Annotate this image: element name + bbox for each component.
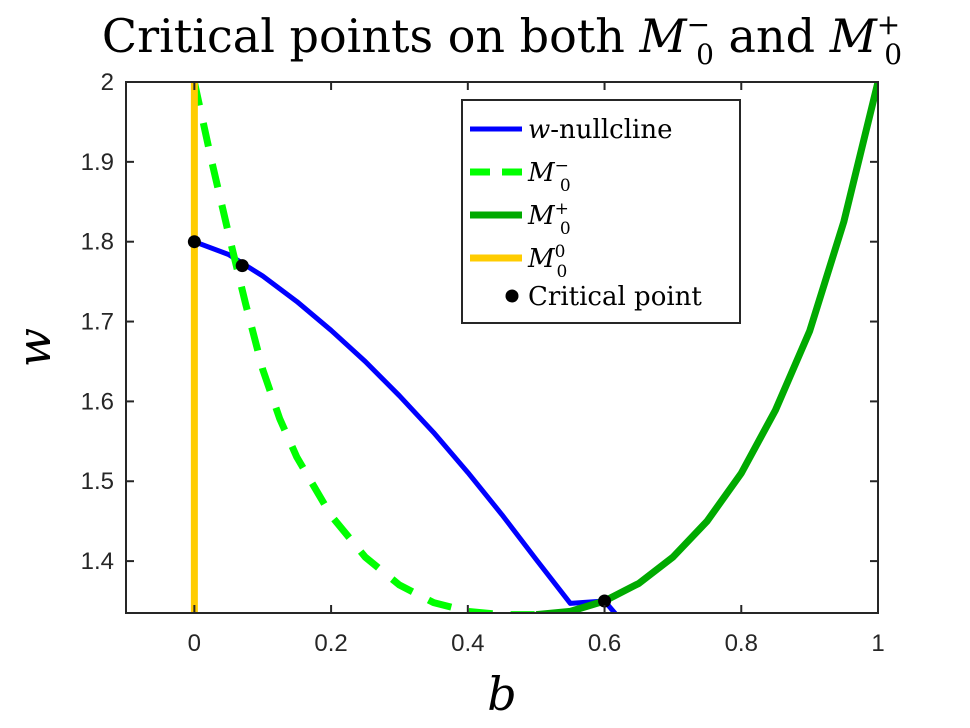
x-tick-label: 0.6 (588, 630, 621, 657)
axes-box (125, 81, 879, 614)
x-tick-label: 0.4 (451, 630, 484, 657)
plot-area (187, 82, 878, 613)
x-axis-label: b (487, 667, 516, 721)
legend-swatch-critical-point (505, 289, 519, 303)
y-tick-label: 1.6 (81, 388, 114, 415)
series-line-M0- (190, 82, 537, 613)
critical-point (235, 259, 249, 273)
x-tick-label: 0.8 (725, 630, 758, 657)
y-tick-label: 2 (101, 69, 114, 96)
critical-point (598, 594, 612, 608)
x-tick-label: 0 (188, 630, 201, 657)
x-tick-label: 0.2 (314, 630, 347, 657)
axis-ticks: 0 0.2 0.4 0.6 0.8 1 1.4 1.5 1.6 1.7 1.8 1.9 2 b w (7, 69, 885, 721)
y-tick-label: 1.4 (81, 548, 114, 575)
critical-point (187, 235, 201, 249)
legend-label-critical-point: Critical point (528, 282, 702, 312)
chart-title: Critical points on both M− 0 and M+ 0 (102, 8, 902, 71)
y-tick-label: 1.7 (81, 309, 114, 336)
y-tick-label: 1.5 (81, 468, 114, 495)
y-axis-label: w (7, 328, 61, 367)
y-tick-label: 1.9 (81, 149, 114, 176)
series-line-w-nullcline (193, 239, 619, 613)
x-tick-label: 1 (871, 630, 884, 657)
legend-label-w-nullcline: w-nullcline (528, 115, 673, 145)
title-text: Critical points on both M− 0 and M+ 0 (102, 8, 902, 71)
legend-label-M0-: M− 0 (527, 156, 571, 196)
series-line-M0+ (535, 82, 878, 613)
y-tick-label: 1.8 (81, 229, 114, 256)
legend-label-M00: M0 0 (527, 242, 567, 282)
legend-label-M0+: M+ 0 (527, 199, 571, 239)
